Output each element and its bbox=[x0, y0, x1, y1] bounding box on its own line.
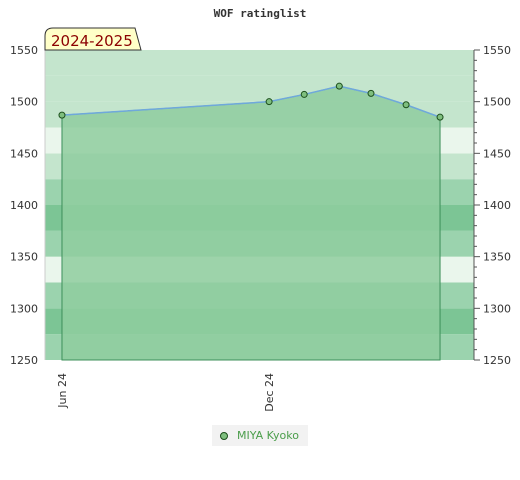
y-tick-label-right: 1350 bbox=[483, 251, 511, 264]
series-area bbox=[61, 85, 441, 361]
data-point bbox=[335, 82, 343, 90]
y-tick-label-right: 1250 bbox=[483, 354, 511, 367]
y-tick-label-right: 1400 bbox=[483, 199, 511, 212]
y-tick-label-left: 1550 bbox=[10, 44, 38, 57]
area-layer bbox=[61, 85, 441, 361]
data-point bbox=[367, 89, 375, 97]
legend-series-label: MIYA Kyoko bbox=[237, 429, 299, 442]
data-point bbox=[58, 111, 66, 119]
legend-marker-icon bbox=[220, 431, 228, 440]
season-label: 2024-2025 bbox=[51, 32, 133, 50]
y-tick-label-right: 1300 bbox=[483, 302, 511, 315]
legend: MIYA Kyoko bbox=[212, 425, 308, 446]
data-point bbox=[402, 101, 410, 109]
data-point bbox=[300, 90, 308, 98]
data-point bbox=[265, 98, 273, 106]
y-tick-label-right: 1450 bbox=[483, 147, 511, 160]
y-tick-label-left: 1300 bbox=[10, 302, 38, 315]
y-tick-label-left: 1350 bbox=[10, 251, 38, 264]
y-tick-label-left: 1250 bbox=[10, 354, 38, 367]
data-points bbox=[58, 82, 444, 121]
y-tick-label-left: 1500 bbox=[10, 96, 38, 109]
y-tick-label-left: 1400 bbox=[10, 199, 38, 212]
y-tick-label-left: 1450 bbox=[10, 147, 38, 160]
x-tick-label: Dec 24 bbox=[263, 373, 276, 412]
y-tick-label-right: 1500 bbox=[483, 96, 511, 109]
rating-band bbox=[45, 75, 474, 102]
rating-band bbox=[45, 50, 474, 76]
y-tick-label-right: 1550 bbox=[483, 44, 511, 57]
season-badge: 2024-2025 bbox=[44, 27, 142, 51]
data-point bbox=[436, 113, 444, 121]
chart-title: WOF ratinglist bbox=[214, 7, 307, 20]
axes: 1250 1250 1300 1300 1350 1350 1400 1400 1450 1450… bbox=[10, 44, 511, 412]
x-tick-label: Jun 24 bbox=[56, 373, 69, 409]
